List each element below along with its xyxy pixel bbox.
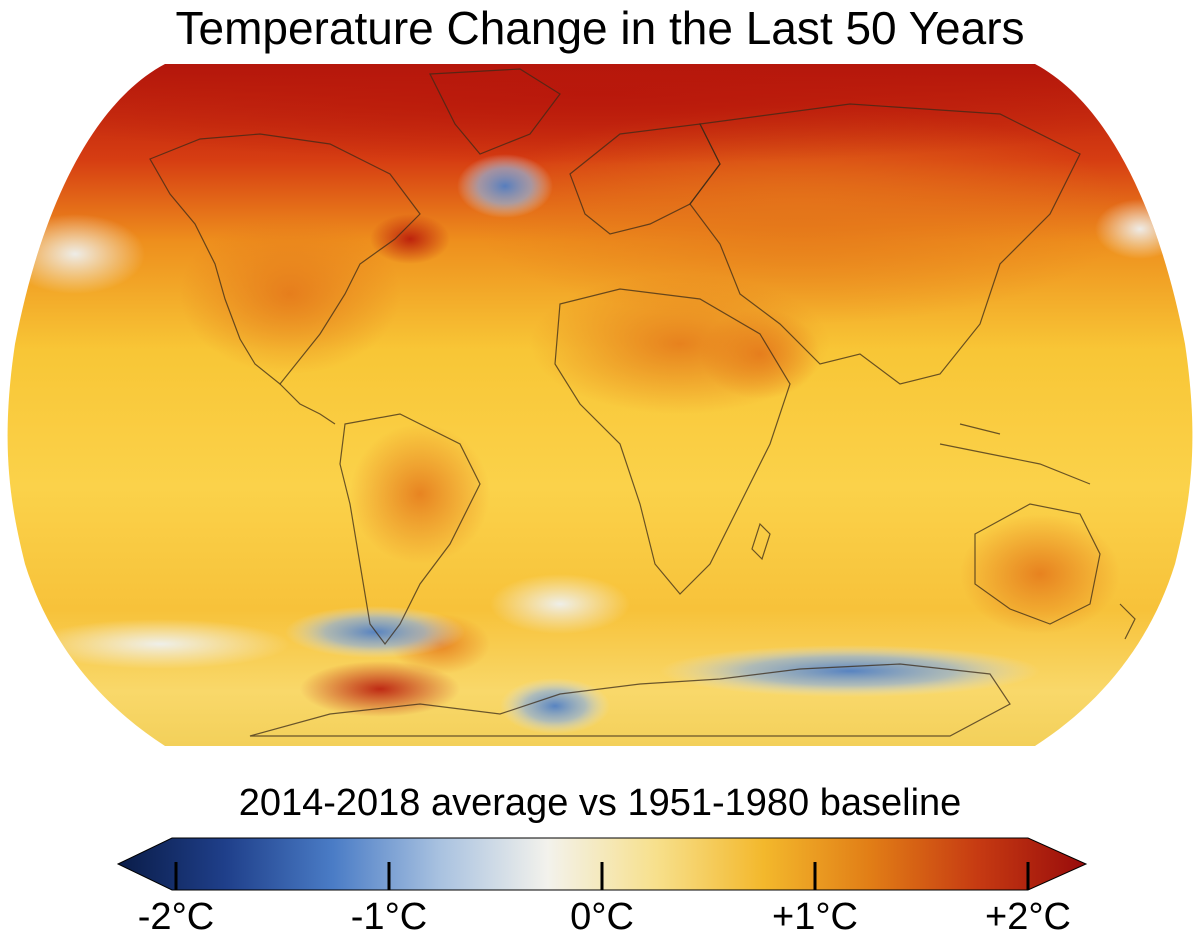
color-scale-bar bbox=[116, 837, 1088, 891]
asia-outline bbox=[689, 103, 1081, 385]
map-title: Temperature Change in the Last 50 Years bbox=[175, 2, 1025, 54]
central-america-outline bbox=[279, 383, 336, 425]
drake-passage-cold-region bbox=[285, 606, 465, 658]
southern-ocean-pale-region bbox=[30, 619, 290, 669]
scale-tick-label: 0°C bbox=[570, 896, 634, 938]
africa-outline bbox=[554, 288, 791, 595]
scale-tick-label: +2°C bbox=[985, 896, 1071, 938]
pacific-pale-region-east bbox=[1095, 199, 1185, 259]
australia-warm-region bbox=[960, 514, 1120, 634]
scale-tick-label: -1°C bbox=[350, 896, 428, 938]
north-atlantic-cold-blob bbox=[457, 154, 553, 218]
ross-sea-cold-region bbox=[660, 645, 1040, 697]
southeast-asia-islands-outline bbox=[939, 423, 1091, 485]
scale-tick-label: +1°C bbox=[772, 896, 858, 938]
north-america-warm-region bbox=[180, 214, 400, 374]
map-subtitle: 2014-2018 average vs 1951-1980 baseline bbox=[238, 782, 962, 824]
madagascar-outline bbox=[751, 522, 771, 561]
greenland-outline bbox=[429, 68, 561, 155]
world-temperature-map bbox=[0, 64, 1200, 746]
antarctica-outline bbox=[249, 663, 1011, 737]
arabia-warm-region bbox=[700, 309, 820, 399]
south-america-outline bbox=[339, 413, 481, 645]
new-zealand-outline bbox=[1119, 603, 1136, 640]
nw-atlantic-warm-region bbox=[370, 214, 450, 264]
arctic-warm-region bbox=[7, 64, 1193, 164]
pacific-pale-region-west bbox=[7, 214, 145, 294]
north-america-outline bbox=[149, 133, 421, 385]
australia-outline bbox=[974, 503, 1101, 625]
weddell-sea-cold-region bbox=[500, 678, 610, 734]
south-america-warm-region bbox=[350, 424, 490, 564]
antarctic-peninsula-warm-region bbox=[300, 661, 460, 717]
south-atlantic-pale-region bbox=[490, 574, 630, 634]
scale-tick-label: -2°C bbox=[137, 896, 215, 938]
